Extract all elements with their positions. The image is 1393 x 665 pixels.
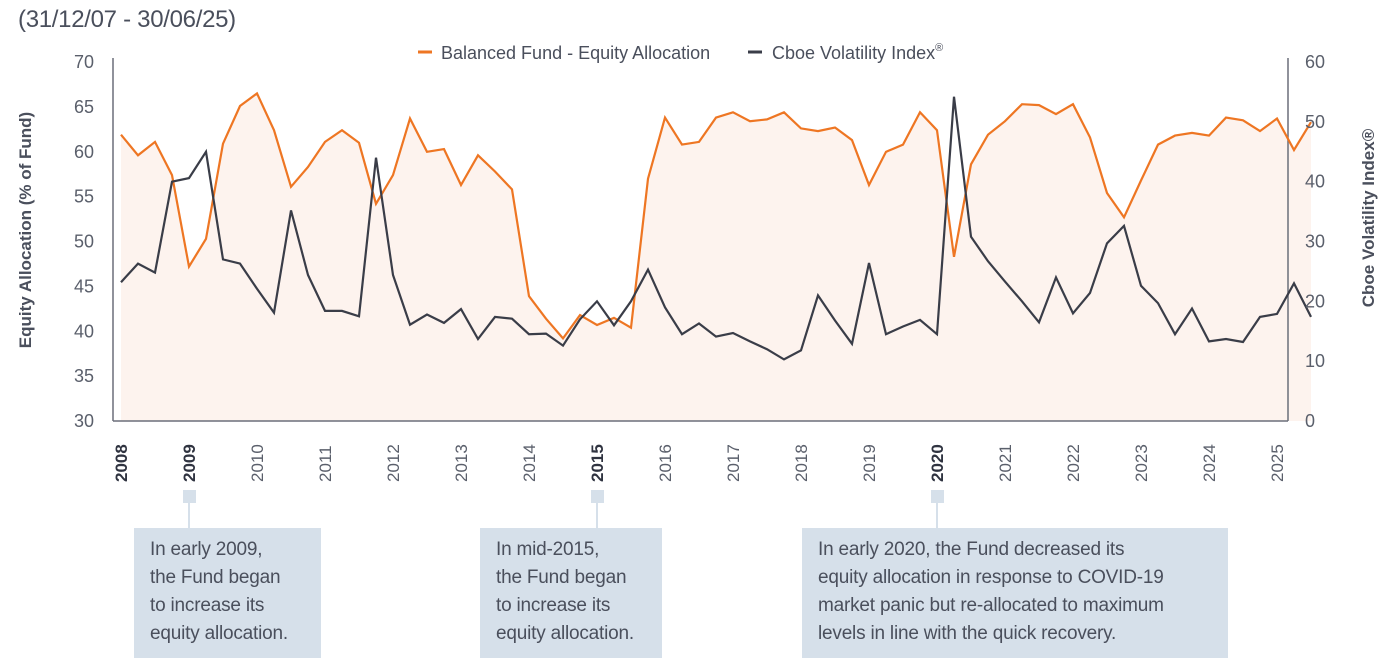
annotation-box-2009: In early 2009, the Fund began to increase …	[134, 528, 321, 658]
annotation-text-line: equity allocation.	[150, 623, 288, 644]
x-tick-label: 2020	[928, 444, 947, 482]
x-tick-label: 2010	[248, 444, 267, 482]
annotation-stem-2009	[188, 503, 190, 529]
legend-label-equity: Balanced Fund - Equity Allocation	[441, 43, 710, 63]
annotation-text-line: market panic but re-allocated to maximum	[818, 595, 1164, 616]
annotation-text-line: In early 2020, the Fund decreased its	[818, 539, 1125, 560]
y-tick-label-left: 35	[74, 366, 94, 386]
legend-label-vix: Cboe Volatility Index®	[772, 42, 943, 63]
area-layer	[121, 93, 1311, 422]
annotation-text-line: In early 2009,	[150, 539, 263, 560]
y-tick-label-left: 50	[74, 232, 94, 252]
y-axis-title-left: Equity Allocation (% of Fund)	[16, 112, 35, 348]
axes	[112, 58, 1289, 422]
x-tick-label: 2008	[112, 444, 131, 482]
y-tick-label-left: 40	[74, 321, 94, 341]
ticks-layer: 30 35 40 45 50 55 60 65 70 0 10 20 30 40 50 60 2008 2009 2…	[74, 52, 1325, 482]
x-tick-label: 2009	[180, 444, 199, 482]
y-tick-label-right: 40	[1305, 172, 1325, 192]
x-tick-label: 2024	[1200, 444, 1219, 482]
x-tick-label: 2012	[384, 444, 403, 482]
annotation-marker-2015	[591, 490, 604, 503]
y-tick-label-right: 50	[1305, 112, 1325, 132]
y-tick-label-right: 30	[1305, 232, 1325, 252]
x-tick-label: 2013	[452, 444, 471, 482]
legend-label-vix-text: Cboe Volatility Index	[772, 43, 935, 63]
annotation-text-line: to increase its	[150, 595, 265, 616]
x-tick-label: 2017	[724, 444, 743, 482]
annotation-marker-2020	[931, 490, 944, 503]
x-tick-label: 2023	[1132, 444, 1151, 482]
y-tick-label-left: 55	[74, 187, 94, 207]
y-tick-label-left: 65	[74, 97, 94, 117]
points-layer	[120, 93, 1312, 360]
annotation-box-2020: In early 2020, the Fund decreased its equ…	[802, 528, 1228, 658]
annotation-marker-2009	[183, 490, 196, 503]
chart: Balanced Fund - Equity Allocation Cboe V…	[16, 42, 1378, 482]
annotation-text-line: equity allocation.	[496, 623, 634, 644]
legend: Balanced Fund - Equity Allocation Cboe V…	[418, 42, 943, 63]
x-tick-label: 2025	[1268, 444, 1287, 482]
chart-subtitle: (31/12/07 - 30/06/25)	[18, 6, 236, 33]
annotation-stem-2015	[596, 503, 598, 529]
equity-area-fill	[121, 93, 1311, 422]
x-tick-label: 2019	[860, 444, 879, 482]
annotation-text-line: equity allocation in response to COVID-1…	[818, 567, 1164, 588]
y-tick-label-right: 10	[1305, 351, 1325, 371]
annotation-text-line: In mid-2015,	[496, 539, 600, 560]
annotation-stem-2020	[936, 503, 938, 529]
annotation-text-line: the Fund began	[150, 567, 281, 588]
x-tick-label: 2015	[588, 444, 607, 482]
y-tick-label-left: 60	[74, 142, 94, 162]
y-tick-label-left: 45	[74, 276, 94, 296]
x-tick-label: 2011	[316, 445, 335, 482]
annotation-box-2015: In mid-2015, the Fund began to increase it…	[480, 528, 662, 658]
y-axis-title-right: Cboe Volatility Index®	[1359, 128, 1378, 307]
x-tick-label: 2018	[792, 444, 811, 482]
annotation-text-line: levels in line with the quick recovery.	[818, 623, 1117, 644]
y-tick-label-right: 20	[1305, 291, 1325, 311]
x-tick-label: 2014	[520, 444, 539, 482]
y-tick-label-right: 0	[1305, 411, 1315, 431]
x-tick-label: 2022	[1064, 444, 1083, 482]
y-tick-label-right: 60	[1305, 52, 1325, 72]
annotation-text-line: the Fund began	[496, 567, 627, 588]
y-tick-label-left: 30	[74, 411, 94, 431]
x-tick-label: 2016	[656, 444, 675, 482]
annotation-text-line: to increase its	[496, 595, 611, 616]
x-tick-label: 2021	[996, 444, 1015, 482]
y-tick-label-left: 70	[74, 52, 94, 72]
legend-superscript: ®	[935, 42, 943, 54]
